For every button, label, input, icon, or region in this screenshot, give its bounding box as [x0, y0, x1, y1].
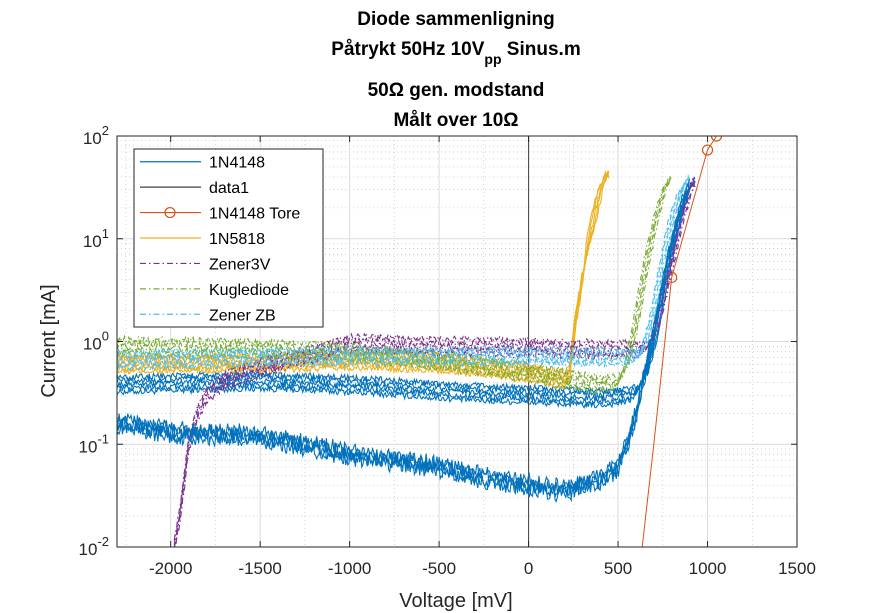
series-layer [117, 136, 723, 547]
title-line-3: 50Ω gen. modstand [368, 80, 545, 101]
title-line-1: Diode sammenligning [357, 9, 554, 30]
series-trace [173, 180, 696, 546]
x-tick-label: 0 [524, 559, 533, 578]
y-axis-label: Current [mA] [38, 284, 60, 397]
legend-label: 1N4148 [209, 155, 265, 172]
y-tick-label: 101 [83, 226, 109, 251]
series-trace [117, 173, 672, 389]
legend-label: Zener3V [209, 256, 271, 273]
series-trace [117, 178, 672, 384]
legend-entry: 1N4148 [140, 155, 265, 172]
series-marker [710, 136, 723, 142]
legend-entries: 1N4148 data1 1N4148 Tore 1N5818 Zener3V Kugle… [140, 155, 300, 324]
legend-label: Zener ZB [209, 307, 276, 324]
tick-marks [117, 135, 798, 548]
legend-label: 1N4148 Tore [209, 206, 300, 223]
series-trace [117, 174, 610, 390]
y-tick-labels: 10-2 10-1 100 101 102 [79, 123, 109, 559]
chart-title: Diode sammenligning Påtrykt 50Hz 10Vpp S… [331, 9, 580, 131]
series-trace [117, 176, 690, 359]
y-tick-label: 10-2 [79, 534, 109, 559]
x-tick-label: -500 [422, 559, 456, 578]
series-trace [117, 174, 690, 361]
series-trace [117, 183, 690, 494]
x-axis-label: Voltage [mV] [399, 590, 512, 612]
series-trace [173, 177, 696, 547]
legend-marker [164, 206, 176, 219]
legend-entry: 1N5818 [140, 231, 265, 248]
legend-entry: data1 [140, 180, 249, 197]
series-trace [117, 182, 690, 369]
series-marker [701, 144, 714, 156]
series-trace [173, 177, 696, 547]
series-1n4148-low-traces [117, 178, 690, 503]
y-tick-label: 100 [83, 329, 109, 354]
legend-entry: Zener ZB [140, 307, 276, 324]
legend-label: 1N5818 [209, 231, 265, 248]
legend-label: data1 [209, 180, 249, 197]
series-trace [117, 178, 695, 396]
series-trace [173, 180, 696, 541]
x-tick-label: 1500 [778, 559, 816, 578]
x-tick-label: 500 [604, 559, 632, 578]
x-tick-label: -2000 [149, 559, 192, 578]
series-1n4148-tore [641, 136, 723, 547]
series-kuglediode [117, 173, 672, 396]
series-trace [117, 178, 690, 365]
x-tick-labels: -2000 -1500 -1000 -500 0 500 1000 1500 [149, 559, 816, 578]
legend: 1N4148 data1 1N4148 Tore 1N5818 Zener3V Kugle… [133, 148, 324, 328]
legend-label: Kuglediode [209, 282, 289, 299]
title-line-4: Målt over 10Ω [393, 110, 518, 131]
y-tick-label: 102 [83, 123, 109, 148]
x-tick-label: 1000 [689, 559, 727, 578]
legend-entry: 1N4148 Tore [140, 206, 300, 223]
y-tick-label: 10-1 [79, 431, 109, 456]
legend-entry: Kuglediode [140, 282, 289, 299]
series-zener-zb [117, 174, 690, 373]
series-trace [117, 177, 672, 382]
x-tick-label: -1000 [328, 559, 371, 578]
series-trace [117, 180, 690, 373]
legend-entry: Zener3V [140, 256, 271, 273]
title-line-2: Påtrykt 50Hz 10Vpp Sinus.m [331, 39, 580, 67]
series-trace [117, 174, 672, 393]
x-tick-label: -1500 [238, 559, 281, 578]
